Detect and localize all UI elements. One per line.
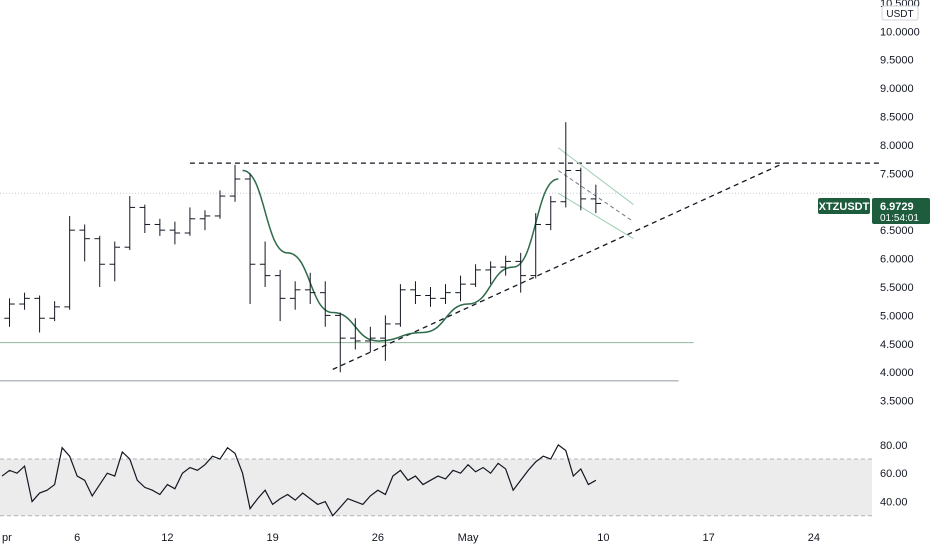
price-tick-label: 4.0000 <box>880 367 914 379</box>
ohlc-bars <box>4 122 602 373</box>
price-tick-label: 8.5000 <box>880 111 914 123</box>
ohlc-bar <box>169 221 181 245</box>
ohlc-bar <box>470 264 481 287</box>
time-tick-label: 26 <box>372 532 384 544</box>
currency-badge-bg <box>881 5 919 21</box>
ohlc-bar <box>575 167 587 211</box>
ohlc-bar <box>304 272 316 305</box>
ohlc-bar <box>244 173 256 305</box>
ohlc-bar <box>199 210 211 231</box>
ohlc-bar <box>19 292 30 310</box>
symbol-label: XTZUSDT <box>819 201 870 213</box>
ohlc-bar <box>515 252 526 293</box>
rsi-line <box>1 443 597 517</box>
drawing-tools[interactable] <box>0 147 882 382</box>
time-tick-label: pr <box>2 532 12 544</box>
price-tick-label: 5.0000 <box>880 310 914 322</box>
ohlc-bar <box>560 122 572 208</box>
time-tick-label: May <box>458 532 479 544</box>
time-tick-label: 6 <box>74 532 80 544</box>
ohlc-bar <box>545 196 557 231</box>
price-tick-label: 9.5000 <box>880 55 914 67</box>
ohlc-bar <box>124 196 136 251</box>
price-tick-label: 10.5000 <box>880 0 920 10</box>
ohlc-bar <box>335 312 346 373</box>
price-tick-label: 7.5000 <box>880 168 914 180</box>
price-axis[interactable]: 10.5000 10.0000 9.5000 9.0000 8.5000 8.0000 7.… <box>880 0 920 509</box>
currency-badge: USDT <box>886 9 913 20</box>
time-tick-label: 17 <box>702 532 714 544</box>
ohlc-bar <box>319 281 331 327</box>
ohlc-bar <box>500 255 511 276</box>
ohlc-bar <box>184 207 196 236</box>
time-tick-label: 12 <box>161 532 173 544</box>
time-tick-label: 24 <box>808 532 820 544</box>
price-tick-label: 10.0000 <box>880 26 920 38</box>
ohlc-bar <box>485 261 496 285</box>
time-tick-label: 19 <box>266 532 278 544</box>
rsi-tick-label: 80.00 <box>880 440 908 452</box>
rsi-band-fill <box>0 459 872 516</box>
symbol-label-bg <box>818 198 870 214</box>
ohlc-bar <box>425 286 436 307</box>
rsi-band <box>0 458 872 517</box>
ohlc-bar <box>49 301 60 322</box>
ohlc-bar <box>380 315 391 361</box>
ohlc-bar <box>289 281 301 310</box>
price-tick-label: 6.5000 <box>880 225 914 237</box>
ohlc-bar <box>79 224 90 262</box>
last-price-label: 6.9729 <box>880 201 914 213</box>
ohlc-bar <box>34 295 45 333</box>
ohlc-bar <box>590 184 602 214</box>
bar-countdown: 01:54:01 <box>880 213 919 224</box>
price-tick-label: 9.0000 <box>880 83 914 95</box>
ohlc-bar <box>259 241 271 287</box>
cup-pattern-curve <box>242 169 559 342</box>
ohlc-bar <box>350 318 361 350</box>
price-tick-label: 8.0000 <box>880 140 914 152</box>
time-tick-label: 10 <box>597 532 609 544</box>
ohlc-bar <box>395 284 406 327</box>
price-tick-label: 5.5000 <box>880 282 914 294</box>
ohlc-bar <box>530 213 541 279</box>
rising-trendline <box>332 162 785 370</box>
ohlc-bar <box>154 218 166 236</box>
ohlc-bar <box>214 190 226 219</box>
ohlc-bar <box>455 275 466 302</box>
ohlc-bar <box>440 284 451 305</box>
ohlc-bar <box>4 298 15 327</box>
rsi-indicator <box>1 443 597 517</box>
ohlc-bar <box>94 235 105 287</box>
ohlc-bar <box>274 269 286 322</box>
ohlc-bar <box>109 241 121 282</box>
rsi-tick-label: 60.00 <box>880 468 908 480</box>
ohlc-bar <box>64 215 75 310</box>
channel-line-lower <box>558 192 634 240</box>
price-labels: USDT XTZUSDT 6.9729 01:54:01 <box>818 5 930 224</box>
ohlc-bar <box>410 281 421 305</box>
ohlc-bar <box>229 164 241 202</box>
last-price-label-bg <box>872 198 930 224</box>
price-tick-label: 3.5000 <box>880 396 914 408</box>
price-tick-label: 6.0000 <box>880 254 914 266</box>
time-axis[interactable]: pr 6 12 19 26 May 10 17 24 <box>2 532 820 544</box>
ohlc-bar <box>365 326 376 353</box>
price-tick-label: 4.5000 <box>880 339 914 351</box>
channel-line-upper <box>557 147 634 205</box>
ohlc-bar <box>139 204 151 233</box>
rsi-tick-label: 40.00 <box>880 497 908 509</box>
